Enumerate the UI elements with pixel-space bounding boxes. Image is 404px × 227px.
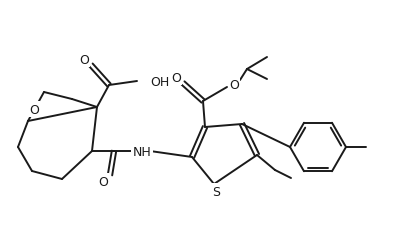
- Text: O: O: [29, 103, 39, 116]
- Text: O: O: [79, 53, 89, 66]
- Text: O: O: [98, 175, 108, 188]
- Text: NH: NH: [133, 145, 152, 158]
- Text: OH: OH: [150, 75, 169, 88]
- Text: O: O: [229, 78, 239, 91]
- Text: O: O: [171, 71, 181, 84]
- Text: S: S: [212, 185, 220, 198]
